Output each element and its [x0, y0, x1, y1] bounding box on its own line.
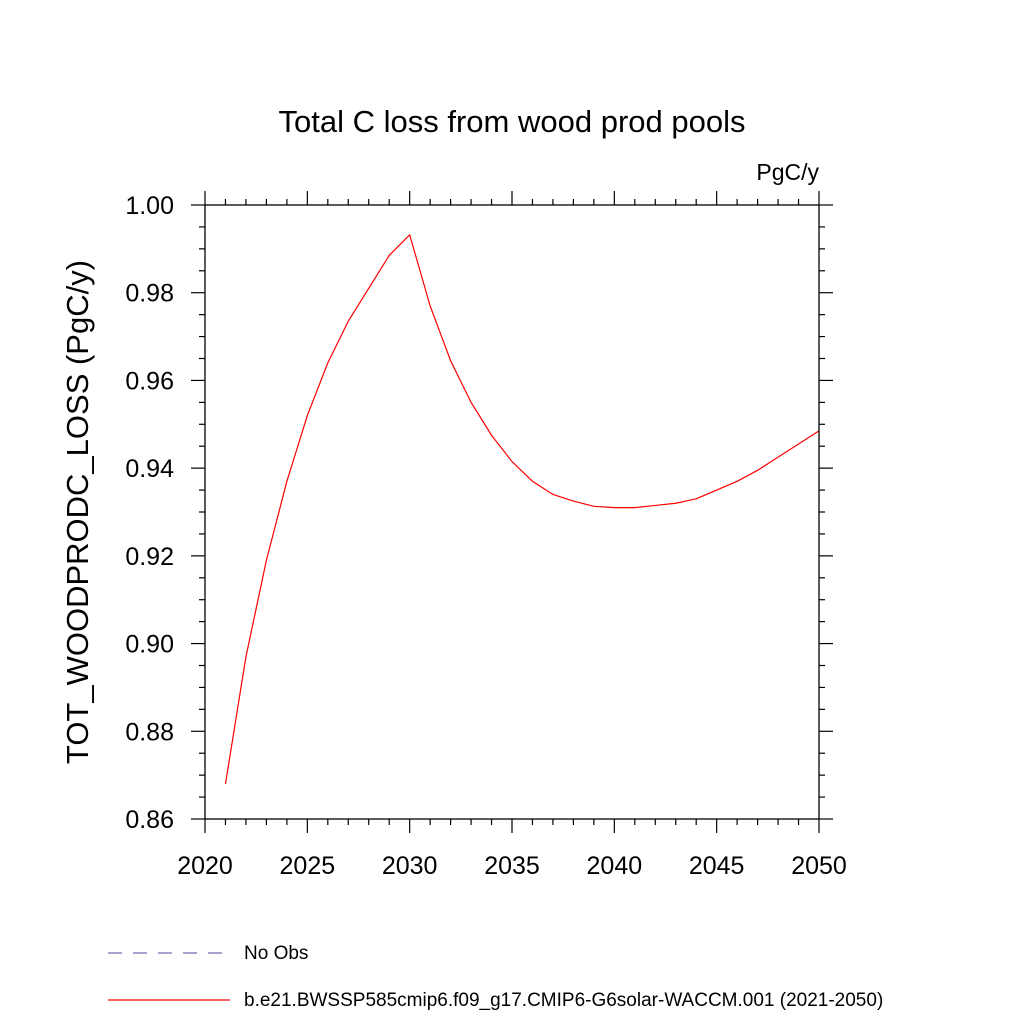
plot-frame	[204, 204, 820, 820]
y-tick-label: 0.94	[125, 455, 174, 483]
x-tick-label: 2035	[484, 852, 540, 880]
legend-label-no-obs: No Obs	[244, 943, 308, 964]
x-tick-label: 2025	[280, 852, 336, 880]
series-group	[224, 234, 820, 785]
units-label: PgC/y	[756, 159, 819, 185]
legend-label-model-run: b.e21.BWSSP585cmip6.f09_g17.CMIP6-G6sola…	[244, 990, 883, 1011]
axis-tick-labels: 2020 2025 2030 2035 2040 2045 2050 0.86 0.88 0.90…	[125, 192, 846, 880]
x-tick-label: 2050	[791, 852, 847, 880]
y-tick-label: 1.00	[125, 192, 174, 220]
y-tick-label: 0.90	[125, 631, 174, 659]
y-tick-label: 0.96	[125, 367, 174, 395]
series-line	[224, 234, 820, 785]
x-tick-label: 2040	[587, 852, 643, 880]
legend: No Obs b.e21.BWSSP585cmip6.f09_g17.CMIP6…	[108, 943, 883, 1011]
y-tick-label: 0.86	[125, 806, 174, 834]
x-tick-label: 2030	[382, 852, 438, 880]
axis-ticks	[191, 191, 833, 833]
x-tick-label: 2020	[177, 852, 233, 880]
y-tick-label: 0.98	[125, 280, 174, 308]
y-tick-label: 0.92	[125, 543, 174, 571]
x-tick-label: 2045	[689, 852, 745, 880]
chart-title: Total C loss from wood prod pools	[279, 104, 746, 139]
y-tick-label: 0.88	[125, 718, 174, 746]
y-axis-label: TOT_WOODPRODC_LOSS (PgC/y)	[60, 260, 95, 764]
